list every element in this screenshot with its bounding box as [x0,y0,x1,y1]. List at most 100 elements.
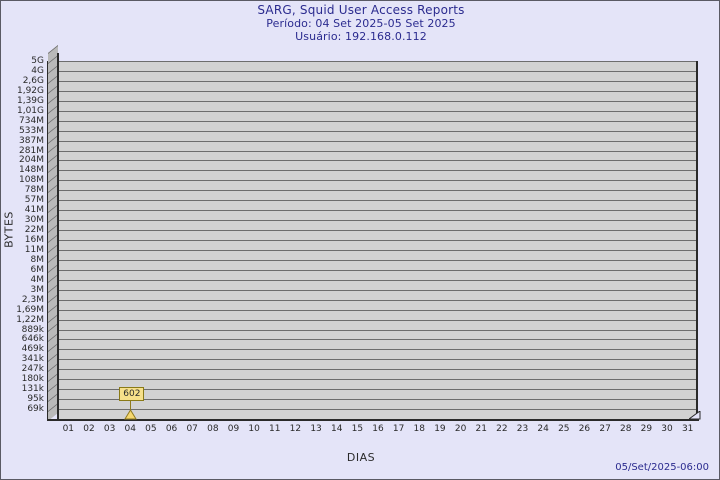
y-axis-tick-label: 3M [30,284,45,295]
gridline [58,269,696,280]
y-axis-tick-label: 148M [19,165,44,176]
x-axis-tick-label: 02 [83,424,95,434]
x-axis-tick-label: 08 [207,424,219,434]
y-axis-tick-label: 247k [21,364,44,375]
plot-wall-outer-edge [47,61,48,419]
plot-face [58,61,698,419]
y-axis-tick-label: 1,39G [16,95,44,106]
gridline [58,140,696,151]
y-axis-tick-label: 4M [30,274,45,285]
gridline [58,160,696,170]
gridline [58,249,696,260]
callout-leader-line [130,398,132,411]
gridline [58,349,696,359]
x-axis-tick-labels: 01 02 03 04 05 06 07 08 09 10 11 12 13 14 15 16 17 18 19 20… [1,424,719,438]
x-axis-tick-label: 06 [165,424,178,434]
y-axis-tick-label: 469k [21,344,44,355]
gridline [58,339,696,349]
gridline [58,90,696,101]
gridline [58,110,696,121]
gridline [58,190,696,200]
gridline [58,399,696,409]
y-axis-tick-label: 16M [24,235,44,245]
gridline [58,389,696,399]
x-axis-tick-label: 28 [620,424,632,434]
gridline [58,80,696,91]
x-axis-tick-label: 23 [516,424,529,434]
x-axis-tick-label: 20 [454,424,467,434]
y-axis-tick-label: 57M [24,195,44,206]
y-axis-line [57,53,59,421]
x-axis-tick-label: 18 [413,424,425,434]
y-axis-tick-label: 69k [27,404,44,415]
x-axis-tick-label: 29 [640,424,653,434]
y-axis-tick-label: 30M [24,215,44,226]
x-axis-tick-label: 14 [330,424,343,434]
gridline [58,130,696,141]
page-title: SARG, Squid User Access Reports [257,3,465,17]
x-axis-tick-label: 27 [599,424,611,434]
gridline [58,230,696,240]
gridline [58,359,696,369]
y-axis-tick-label: 281M [19,145,44,156]
x-axis-tick-label: 07 [186,424,198,434]
y-axis-tick-label: 4G [31,65,44,76]
y-axis-tick-label: 11M [24,244,44,255]
y-axis-tick-label: 387M [19,135,44,146]
gridline [58,409,696,419]
data-value-callout: 602 [119,387,145,401]
x-axis-tick-label: 11 [269,424,281,434]
gridline [58,329,696,340]
y-axis-tick-label: 204M [19,155,44,166]
gridline [58,369,696,379]
x-axis-tick-label: 09 [227,424,240,434]
y-axis-tick-labels: 5G 4G 2,6G 1,92G 1,39G 1,01G 734M 533M 387M 281M 2… [1,1,47,479]
x-axis-tick-label: 10 [248,424,260,434]
y-axis-tick-label: 2,3M [21,294,44,305]
gridline [58,170,696,180]
y-axis-tick-label: 533M [19,125,44,136]
gridline [58,210,696,220]
gridline [58,120,696,131]
x-axis-tick-label: 17 [392,424,405,434]
x-axis-tick-label: 01 [62,424,75,434]
y-axis-tick-label: 341k [21,354,44,365]
gridline [58,70,696,81]
data-point-marker [124,410,138,420]
x-axis-tick-label: 04 [124,424,136,434]
y-axis-tick-label: 180k [21,374,44,385]
x-axis-tick-label: 03 [103,424,116,434]
y-axis-tick-label: 1,92G [16,85,44,96]
y-axis-tick-label: 6M [30,264,45,275]
x-axis-tick-label: 15 [351,424,364,434]
x-axis-tick-label: 19 [434,424,446,434]
gridline [58,180,696,190]
y-axis-tick-label: 78M [24,185,44,196]
x-axis-tick-label: 21 [475,424,487,434]
gridline [58,299,696,310]
x-axis-tick-label: 13 [310,424,322,434]
y-axis-tick-label: 22M [24,225,44,236]
x-axis-tick-label: 05 [145,424,157,434]
gridline [58,150,696,161]
report-period: Período: 04 Set 2025-05 Set 2025 [266,17,456,30]
y-axis-tick-label: 131k [21,384,44,395]
gridline [58,309,696,320]
x-axis-title: DIAS [346,451,376,464]
y-axis-tick-label: 8M [30,254,45,265]
gridline [58,289,696,300]
y-axis-tick-label: 646k [21,334,44,345]
chart-title-block: SARG, Squid User Access Reports Período:… [1,3,719,44]
x-axis-tick-label: 16 [372,424,384,434]
x-axis-line [47,419,699,421]
x-axis-tick-label: 26 [578,424,591,434]
y-axis-tick-label: 889k [21,324,44,335]
gridline [58,100,696,111]
x-axis-tick-label: 25 [558,424,570,434]
gridline [58,220,696,230]
y-axis-tick-label: 1,01G [16,105,44,116]
y-axis-tick-label: 41M [24,205,44,216]
gridline [58,279,696,290]
gridline [58,259,696,270]
report-generated-timestamp: 05/Set/2025-06:00 [615,462,709,473]
